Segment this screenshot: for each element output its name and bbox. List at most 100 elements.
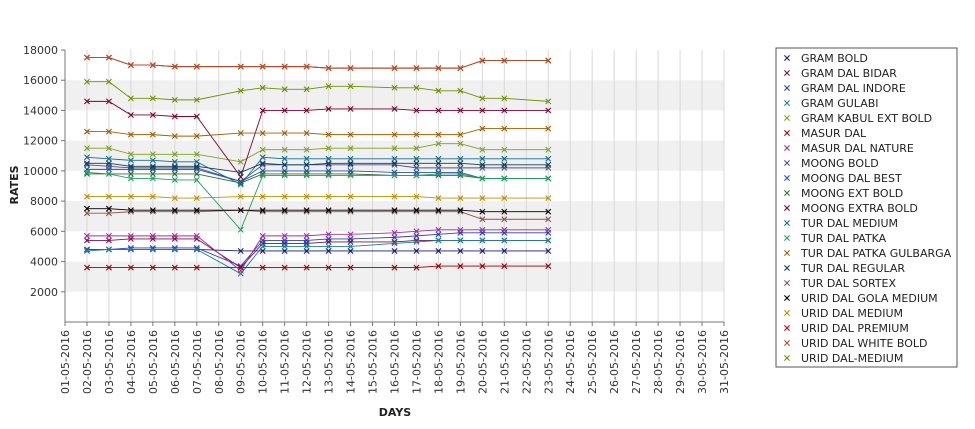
legend-marker bbox=[784, 55, 790, 61]
data-point bbox=[435, 164, 442, 171]
data-point bbox=[325, 243, 332, 250]
series-urid-dal-gola-medium bbox=[83, 205, 552, 215]
data-point bbox=[413, 193, 420, 200]
data-point bbox=[347, 172, 354, 179]
legend-label: URID DAL PREMIUM bbox=[801, 322, 909, 335]
data-point bbox=[457, 226, 464, 233]
data-point bbox=[281, 243, 288, 250]
data-point bbox=[347, 235, 354, 242]
data-point bbox=[83, 160, 90, 167]
y-tick-label: 8000 bbox=[30, 195, 58, 208]
data-point bbox=[281, 264, 288, 271]
data-point bbox=[501, 263, 508, 270]
data-point bbox=[413, 145, 420, 152]
data-point bbox=[193, 163, 200, 170]
legend-label: GRAM DAL BIDAR bbox=[801, 67, 897, 80]
data-point bbox=[281, 237, 288, 244]
data-point bbox=[127, 193, 134, 200]
legend-label: GRAM KABUL EXT BOLD bbox=[801, 112, 932, 125]
x-tick-label: 07-05-2016 bbox=[191, 330, 204, 394]
series-gram-gulabi bbox=[83, 237, 552, 277]
data-point bbox=[413, 84, 420, 91]
data-point bbox=[435, 131, 442, 138]
series-tur-dal-sortex bbox=[83, 207, 552, 223]
data-point bbox=[391, 145, 398, 152]
data-point bbox=[501, 195, 508, 202]
x-tick-label: 01-05-2016 bbox=[59, 330, 72, 394]
data-point bbox=[127, 232, 134, 239]
legend-marker bbox=[784, 220, 790, 226]
x-tick-label: 14-05-2016 bbox=[345, 330, 358, 394]
data-point bbox=[237, 158, 244, 165]
x-tick-label: 19-05-2016 bbox=[454, 330, 467, 394]
data-point bbox=[347, 193, 354, 200]
data-point bbox=[193, 232, 200, 239]
data-point bbox=[457, 247, 464, 254]
data-point bbox=[545, 208, 552, 215]
data-point bbox=[237, 267, 244, 274]
y-tick-label: 16000 bbox=[23, 74, 58, 87]
data-point bbox=[479, 247, 486, 254]
legend-marker bbox=[784, 130, 790, 136]
data-point bbox=[391, 229, 398, 236]
grid-lines bbox=[64, 50, 725, 322]
legend-label: URID DAL GOLA MEDIUM bbox=[801, 292, 938, 305]
data-point bbox=[501, 57, 508, 64]
data-point bbox=[545, 98, 552, 105]
data-point bbox=[545, 226, 552, 233]
data-point bbox=[171, 163, 178, 170]
data-point bbox=[435, 87, 442, 94]
y-tick-label: 14000 bbox=[23, 104, 58, 117]
series-urid-dal-white-bold bbox=[83, 54, 552, 72]
data-point bbox=[545, 107, 552, 114]
data-point bbox=[171, 151, 178, 158]
data-point bbox=[281, 193, 288, 200]
data-point bbox=[435, 263, 442, 270]
data-point bbox=[325, 235, 332, 242]
x-tick-label: 30-05-2016 bbox=[696, 330, 709, 394]
data-point bbox=[545, 237, 552, 244]
data-point bbox=[105, 155, 112, 162]
data-point bbox=[127, 111, 134, 118]
data-point bbox=[281, 63, 288, 70]
data-point bbox=[325, 160, 332, 167]
x-tick-label: 27-05-2016 bbox=[630, 330, 643, 394]
data-point bbox=[149, 131, 156, 138]
data-point bbox=[171, 96, 178, 103]
data-point bbox=[347, 105, 354, 112]
data-point bbox=[545, 263, 552, 270]
data-point bbox=[259, 63, 266, 70]
data-point bbox=[391, 155, 398, 162]
data-point bbox=[347, 231, 354, 238]
data-point bbox=[303, 130, 310, 137]
data-point bbox=[391, 264, 398, 271]
data-point bbox=[479, 107, 486, 114]
data-point bbox=[479, 95, 486, 102]
data-point bbox=[479, 195, 486, 202]
legend: GRAM BOLD GRAM DAL BIDAR GRAM DAL INDORE GR… bbox=[775, 47, 958, 368]
data-point bbox=[193, 264, 200, 271]
data-point bbox=[105, 160, 112, 167]
data-point bbox=[347, 160, 354, 167]
series-moong-extra-bold bbox=[83, 98, 552, 180]
data-point bbox=[193, 246, 200, 253]
legend-box bbox=[775, 47, 958, 368]
data-point bbox=[435, 207, 442, 214]
data-point bbox=[259, 172, 266, 179]
data-point bbox=[545, 161, 552, 168]
data-point bbox=[237, 169, 244, 176]
y-tick-label: 10000 bbox=[23, 165, 58, 178]
data-point bbox=[149, 207, 156, 214]
data-point bbox=[303, 107, 310, 114]
data-point bbox=[303, 155, 310, 162]
data-point bbox=[347, 155, 354, 162]
x-tick-label: 11-05-2016 bbox=[279, 330, 292, 394]
legend-marker bbox=[784, 295, 790, 301]
legend-label: GRAM BOLD bbox=[801, 52, 868, 65]
series-masur-dal bbox=[83, 263, 552, 271]
data-point bbox=[83, 54, 90, 61]
data-point bbox=[391, 240, 398, 247]
data-point bbox=[479, 161, 486, 168]
data-point bbox=[83, 232, 90, 239]
y-tick-label: 2000 bbox=[30, 286, 58, 299]
